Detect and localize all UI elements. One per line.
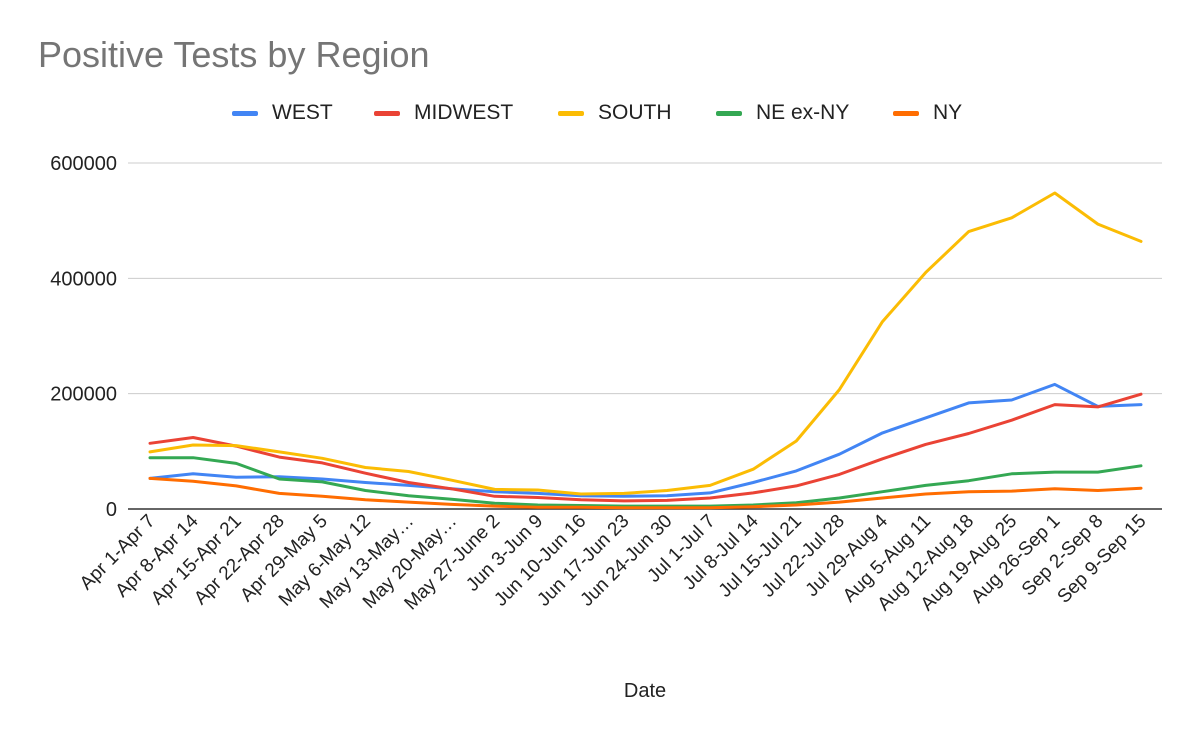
y-tick-label: 400000 bbox=[50, 268, 117, 290]
legend-label: WEST bbox=[272, 101, 333, 124]
legend-label: MIDWEST bbox=[414, 101, 514, 124]
legend-item-ny: NY bbox=[893, 98, 962, 128]
chart-title: Positive Tests by Region bbox=[38, 34, 430, 75]
series-line-ne-ex-ny bbox=[148, 456, 1143, 508]
legend-label: NE ex-NY bbox=[756, 101, 850, 124]
legend-swatch bbox=[716, 110, 742, 116]
y-tick-label: 200000 bbox=[50, 384, 117, 406]
legend-swatch bbox=[893, 110, 919, 116]
series-line-ny bbox=[148, 476, 1143, 510]
legend-item-midwest: MIDWEST bbox=[374, 98, 513, 128]
legend-label: SOUTH bbox=[598, 101, 672, 124]
legend-item-ne-ex-ny: NE ex-NY bbox=[716, 98, 849, 128]
legend: WEST MIDWEST SOUTH NE ex-NY NY bbox=[0, 98, 1200, 128]
legend-swatch bbox=[558, 110, 584, 116]
series-line-midwest bbox=[148, 392, 1143, 503]
y-tick-label: 0 bbox=[106, 499, 117, 521]
legend-swatch bbox=[374, 110, 400, 116]
x-axis-title: Date bbox=[623, 680, 667, 702]
y-tick-label: 600000 bbox=[50, 153, 117, 175]
legend-swatch bbox=[232, 110, 258, 116]
series-line-west bbox=[148, 382, 1143, 498]
legend-item-south: SOUTH bbox=[558, 98, 672, 128]
legend-item-west: WEST bbox=[232, 98, 333, 128]
legend-label: NY bbox=[933, 101, 963, 124]
series-line-south bbox=[148, 191, 1143, 496]
